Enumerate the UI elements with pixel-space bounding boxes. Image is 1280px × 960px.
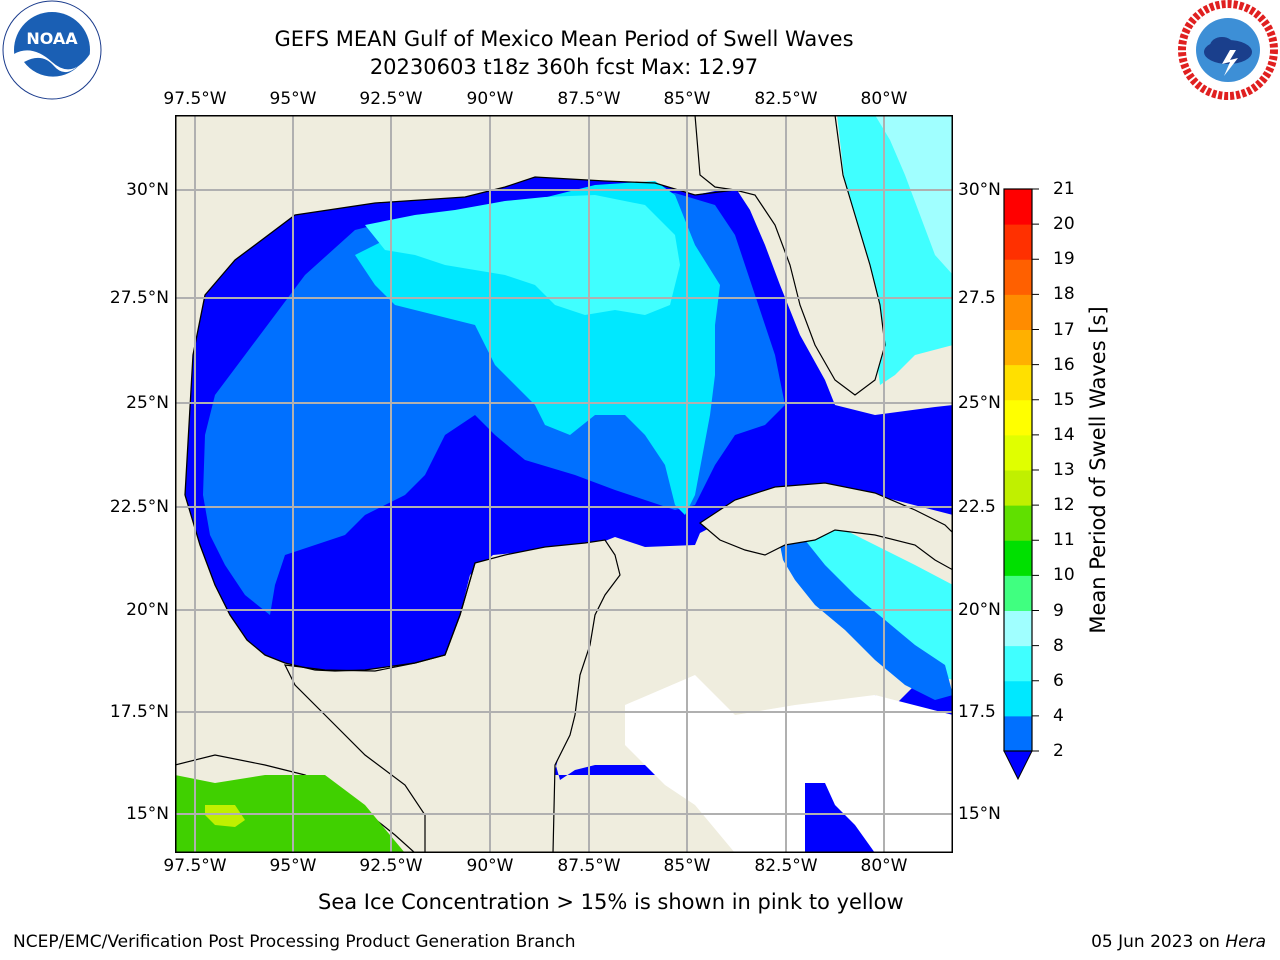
colorbar-segment — [1004, 680, 1032, 717]
colorbar-segment — [1004, 540, 1032, 576]
colorbar-tick-label: 6 — [1053, 670, 1064, 691]
atlantic-pale-cyan-band — [875, 115, 953, 275]
colorbar-segment — [1004, 645, 1032, 682]
noaa-logo-text: NOAA — [26, 29, 78, 48]
colorbar-segment — [1004, 189, 1032, 225]
footer-credit: NCEP/EMC/Verification Post Processing Pr… — [13, 932, 576, 952]
lon-label-bottom: 95°W — [269, 856, 317, 876]
colorbar-tick-label: 4 — [1053, 705, 1064, 726]
colorbar-segment — [1004, 715, 1032, 752]
colorbar-tick-label: 10 — [1053, 565, 1075, 586]
colorbar-segment — [1004, 294, 1032, 330]
colorbar-tick-label: 9 — [1053, 600, 1064, 621]
nws-logo — [1178, 0, 1278, 100]
colorbar-tick-label: 19 — [1053, 249, 1075, 270]
lat-label-right: 27.5 — [958, 288, 996, 308]
colorbar-segment — [1004, 259, 1032, 295]
colorbar — [1003, 187, 1053, 786]
colorbar-segment — [1004, 610, 1032, 647]
lon-label-top: 97.5°W — [163, 89, 227, 109]
lat-label-left: 30°N — [126, 180, 169, 200]
colorbar-segment — [1004, 399, 1032, 436]
lon-label-top: 92.5°W — [359, 89, 423, 109]
colorbar-tick-label: 12 — [1053, 495, 1075, 516]
us-gulf-coastline — [184, 176, 736, 496]
lat-label-right: 30°N — [958, 180, 1001, 200]
cuba-island — [699, 482, 953, 571]
lat-label-left: 27.5°N — [109, 288, 169, 308]
noaa-logo: NOAA — [2, 0, 102, 100]
pacific-swell-zone-peak — [205, 805, 245, 827]
lon-label-bottom: 80°W — [860, 856, 908, 876]
colorbar-segment — [1004, 575, 1032, 611]
lat-label-left: 25°N — [126, 393, 169, 413]
colorbar-tick-label: 20 — [1053, 214, 1075, 235]
lon-label-top: 87.5°W — [557, 89, 621, 109]
caribbean-blue-band — [780, 540, 953, 700]
lat-label-left: 20°N — [126, 600, 169, 620]
missing-data-area — [805, 783, 875, 853]
yucatan-peninsula — [175, 539, 621, 853]
lon-label-bottom: 90°W — [466, 856, 514, 876]
lon-label-top: 82.5°W — [754, 89, 818, 109]
chart-title: GEFS MEAN Gulf of Mexico Mean Period of … — [274, 27, 854, 51]
footer-machine: Hera — [1225, 932, 1266, 952]
colorbar-tick-label: 15 — [1053, 389, 1075, 410]
lat-label-right: 17.5 — [958, 702, 996, 722]
colorbar-tick-label: 21 — [1053, 179, 1075, 199]
lat-label-right: 22.5 — [958, 497, 996, 517]
colorbar-segment — [1004, 470, 1032, 506]
lat-label-left: 15°N — [126, 804, 169, 824]
lon-label-top: 90°W — [466, 89, 514, 109]
colorbar-tick-label: 13 — [1053, 460, 1075, 480]
colorbar-tick-label: 18 — [1053, 284, 1075, 305]
footer-date: 05 Jun 2023 on Hera — [1091, 932, 1266, 952]
colorbar-segment — [1004, 224, 1032, 260]
lat-label-right: 15°N — [958, 804, 1001, 824]
colorbar-tick-label: 8 — [1053, 635, 1064, 656]
colorbar-extend-triangle — [1003, 750, 1033, 781]
chart-subtitle: 20230603 t18z 360h fcst Max: 12.97 — [369, 55, 759, 79]
map-border — [175, 115, 953, 853]
colorbar-tick-label: 17 — [1053, 319, 1075, 340]
lat-label-right: 25°N — [958, 393, 1001, 413]
footer-date-text: 05 Jun 2023 on — [1091, 932, 1226, 952]
swell-period-map — [175, 115, 953, 853]
lon-label-top: 80°W — [860, 89, 908, 109]
lon-label-bottom: 92.5°W — [359, 856, 423, 876]
caribbean-cyan-band — [790, 525, 953, 680]
colorbar-tick-label: 2 — [1053, 741, 1064, 761]
lon-label-bottom: 87.5°W — [557, 856, 621, 876]
colorbar-tick-label: 11 — [1053, 530, 1075, 551]
lon-label-bottom: 82.5°W — [754, 856, 818, 876]
lon-label-bottom: 85°W — [663, 856, 711, 876]
lon-label-bottom: 97.5°W — [163, 856, 227, 876]
missing-data-area — [625, 675, 953, 853]
colorbar-tick-label: 14 — [1053, 424, 1075, 445]
lat-label-right: 20°N — [958, 600, 1001, 620]
colorbar-label: Mean Period of Swell Waves [s] — [1086, 306, 1110, 634]
lat-label-left: 17.5°N — [109, 702, 169, 722]
colorbar-segment — [1004, 329, 1032, 366]
swell-zone-6-8s — [365, 195, 680, 315]
colorbar-tick-label: 16 — [1053, 354, 1075, 375]
colorbar-segment — [1004, 364, 1032, 401]
colorbar-segment — [1004, 505, 1032, 541]
lon-label-top: 95°W — [269, 89, 317, 109]
lat-label-left: 22.5°N — [109, 497, 169, 517]
sea-ice-note-text: Sea Ice Concentration > 15% is shown in … — [318, 890, 904, 914]
mexico-coastline — [184, 494, 476, 672]
colorbar-segment — [1004, 434, 1032, 471]
lat-lon-grid — [175, 115, 953, 853]
lon-label-top: 85°W — [663, 89, 711, 109]
